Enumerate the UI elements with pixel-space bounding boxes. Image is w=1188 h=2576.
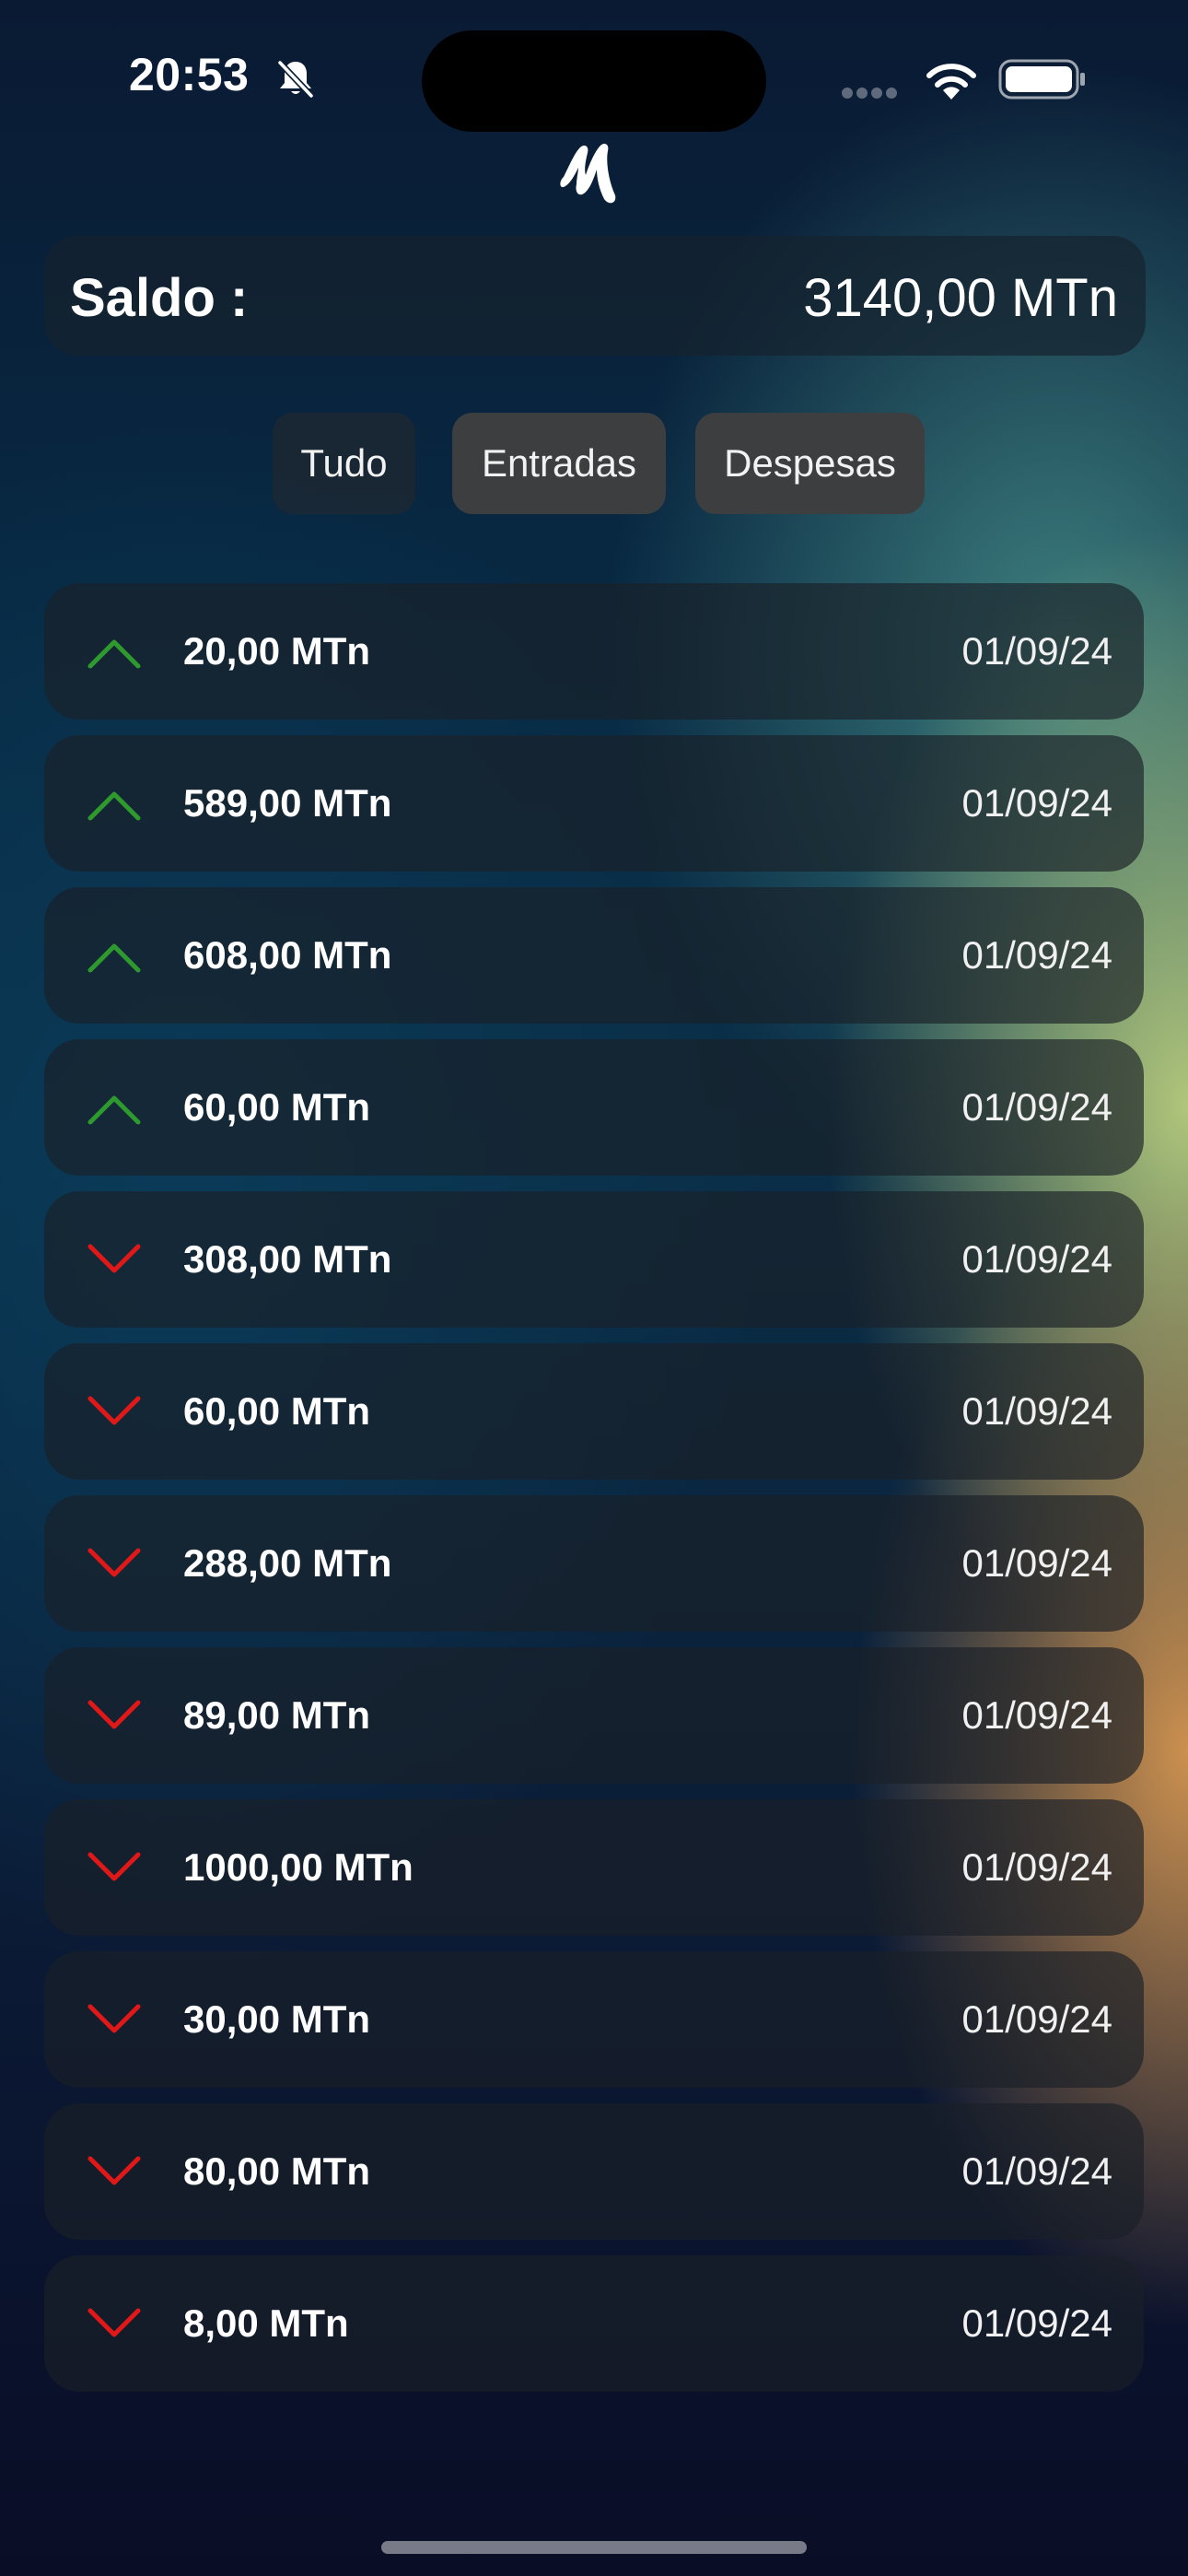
chevron-down-icon [87, 1244, 141, 1273]
transaction-row[interactable]: 608,00 MTn 01/09/24 [44, 887, 1144, 1024]
transaction-row[interactable]: 30,00 MTn 01/09/24 [44, 1951, 1144, 2088]
transaction-date: 01/09/24 [961, 1693, 1113, 1737]
filter-income-button[interactable]: Entradas [452, 413, 666, 514]
transaction-list: 20,00 MTn 01/09/24 589,00 MTn 01/09/24 6… [44, 583, 1144, 2407]
transaction-row[interactable]: 589,00 MTn 01/09/24 [44, 735, 1144, 872]
transaction-date: 01/09/24 [961, 781, 1113, 825]
brand-logo-icon [560, 144, 616, 204]
transaction-row[interactable]: 89,00 MTn 01/09/24 [44, 1647, 1144, 1784]
chevron-up-icon [87, 943, 141, 973]
transaction-row[interactable]: 80,00 MTn 01/09/24 [44, 2103, 1144, 2240]
transaction-amount: 89,00 MTn [183, 1693, 371, 1737]
balance-value: 3140,00 MTn [803, 268, 1118, 328]
transaction-amount: 60,00 MTn [183, 1389, 371, 1433]
transaction-date: 01/09/24 [961, 1997, 1113, 2041]
transaction-row[interactable]: 8,00 MTn 01/09/24 [44, 2255, 1144, 2392]
chevron-down-icon [87, 1700, 141, 1729]
transaction-row[interactable]: 60,00 MTn 01/09/24 [44, 1039, 1144, 1176]
transaction-date: 01/09/24 [961, 2149, 1113, 2193]
balance-label: Saldo : [70, 268, 249, 328]
chevron-down-icon [87, 2308, 141, 2337]
transaction-date: 01/09/24 [961, 933, 1113, 977]
transaction-date: 01/09/24 [961, 1541, 1113, 1585]
transaction-date: 01/09/24 [961, 2301, 1113, 2345]
transaction-row[interactable]: 1000,00 MTn 01/09/24 [44, 1799, 1144, 1936]
transaction-row[interactable]: 20,00 MTn 01/09/24 [44, 583, 1144, 720]
transaction-row[interactable]: 288,00 MTn 01/09/24 [44, 1495, 1144, 1632]
filter-expenses-button[interactable]: Despesas [695, 413, 925, 514]
status-time: 20:53 [129, 49, 250, 100]
chevron-up-icon [87, 1095, 141, 1125]
transaction-amount: 1000,00 MTn [183, 1845, 413, 1889]
bell-slash-icon [277, 60, 314, 99]
transaction-row[interactable]: 308,00 MTn 01/09/24 [44, 1191, 1144, 1328]
chevron-down-icon [87, 2004, 141, 2033]
chevron-up-icon [87, 639, 141, 669]
transaction-amount: 60,00 MTn [183, 1085, 371, 1129]
dynamic-island [422, 30, 766, 132]
transaction-amount: 589,00 MTn [183, 781, 392, 825]
transaction-date: 01/09/24 [961, 1845, 1113, 1889]
chevron-down-icon [87, 1852, 141, 1881]
filter-all-button[interactable]: Tudo [273, 413, 415, 514]
transaction-date: 01/09/24 [961, 629, 1113, 673]
transaction-amount: 8,00 MTn [183, 2301, 349, 2345]
chevron-down-icon [87, 1396, 141, 1425]
battery-icon [998, 59, 1085, 100]
home-indicator[interactable] [381, 2541, 807, 2554]
transaction-amount: 288,00 MTn [183, 1541, 392, 1585]
wifi-icon [926, 64, 976, 100]
transaction-row[interactable]: 60,00 MTn 01/09/24 [44, 1343, 1144, 1480]
transaction-amount: 608,00 MTn [183, 933, 392, 977]
cellular-signal-icon [842, 87, 903, 100]
chevron-up-icon [87, 791, 141, 821]
transaction-date: 01/09/24 [961, 1237, 1113, 1281]
transaction-date: 01/09/24 [961, 1085, 1113, 1129]
chevron-down-icon [87, 1548, 141, 1577]
chevron-down-icon [87, 2156, 141, 2185]
balance-card: Saldo : 3140,00 MTn [44, 236, 1146, 356]
status-bar: 20:53 [0, 0, 1188, 157]
transaction-amount: 20,00 MTn [183, 629, 371, 673]
transaction-amount: 80,00 MTn [183, 2149, 371, 2193]
transaction-date: 01/09/24 [961, 1389, 1113, 1433]
transaction-amount: 30,00 MTn [183, 1997, 371, 2041]
transaction-amount: 308,00 MTn [183, 1237, 392, 1281]
